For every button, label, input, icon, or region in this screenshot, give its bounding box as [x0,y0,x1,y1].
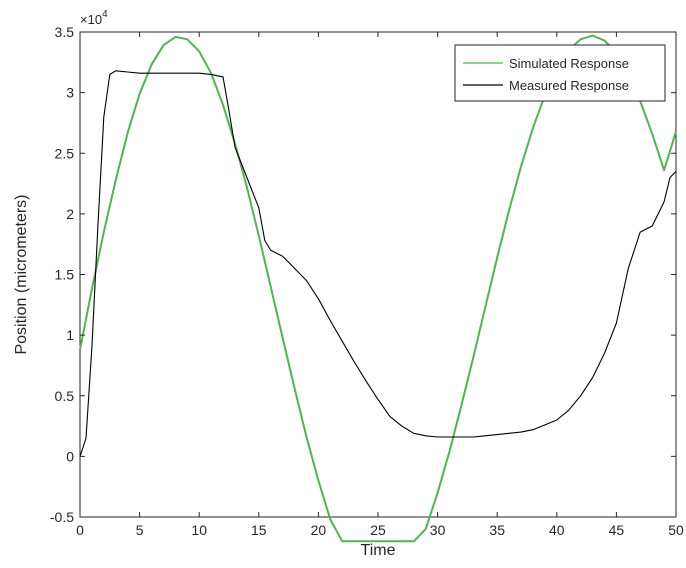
y-tick-label: 1 [66,327,74,343]
y-tick-label: 1.5 [55,267,75,283]
legend-label-simulated: Simulated Response [509,56,629,71]
x-tick-label: 0 [76,522,84,538]
x-axis: 0 5 10 15 20 25 30 35 40 45 50 [76,32,684,538]
x-tick-label: 30 [430,522,446,538]
y-axis-label: Position (micrometers) [13,194,30,354]
x-tick-label: 5 [136,522,144,538]
y-tick-label: 2 [66,206,74,222]
x-tick-label: 50 [668,522,684,538]
y-tick-label: -0.5 [50,509,74,525]
legend: Simulated Response Measured Response [454,44,666,102]
x-tick-label: 10 [191,522,207,538]
x-tick-label: 40 [549,522,565,538]
legend-box [454,44,666,102]
series-line-simulated [79,34,677,543]
x-tick-label: 25 [370,522,386,538]
plot-area-frame [79,31,677,518]
y-axis-exponent-power: 4 [102,9,108,20]
y-tick-label: 2.5 [55,145,75,161]
x-tick-label: 45 [609,522,625,538]
series-line-measured [79,70,677,457]
y-tick-label: 0 [66,448,74,464]
x-tick-label: 15 [251,522,267,538]
legend-label-measured: Measured Response [509,78,629,93]
y-axis-exponent-base: ×10 [80,12,102,27]
y-axis-exponent-label: ×104 [80,9,108,27]
series-layer [79,34,677,543]
x-axis-label: Time [361,542,396,559]
y-axis: -0.5 0 0.5 1 1.5 2 2.5 3 3.5 [50,24,676,525]
y-tick-label: 0.5 [55,388,75,404]
x-tick-label: 20 [311,522,327,538]
x-tick-label: 35 [489,522,505,538]
y-tick-label: 3.5 [55,24,75,40]
y-tick-label: 3 [66,85,74,101]
